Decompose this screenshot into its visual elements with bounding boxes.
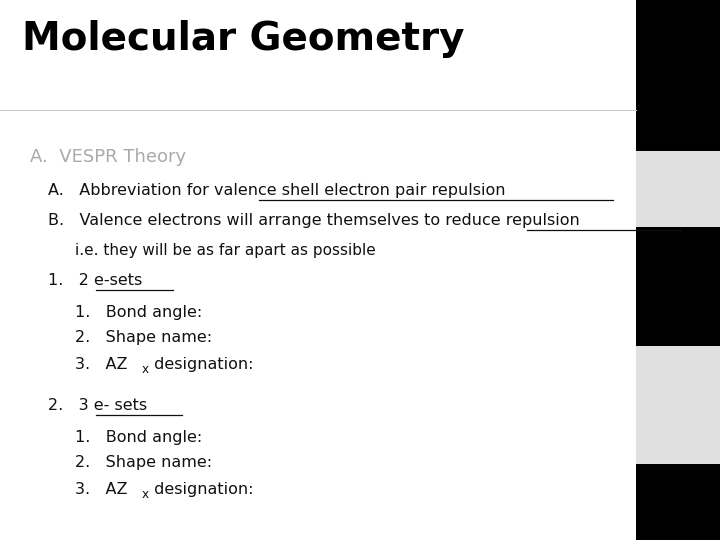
Text: 3.   AZ: 3. AZ bbox=[75, 482, 127, 497]
Text: designation:: designation: bbox=[149, 357, 253, 372]
Text: 1.   Bond angle:: 1. Bond angle: bbox=[75, 430, 202, 445]
Text: 2.   3 e- sets: 2. 3 e- sets bbox=[48, 398, 147, 413]
Bar bbox=[636, 0, 720, 151]
Bar bbox=[636, 0, 720, 540]
Text: 2.   Shape name:: 2. Shape name: bbox=[75, 330, 212, 345]
Text: A.   Abbreviation for valence shell electron pair repulsion: A. Abbreviation for valence shell electr… bbox=[48, 183, 505, 198]
Text: 3.   AZ: 3. AZ bbox=[75, 357, 127, 372]
Bar bbox=[636, 464, 720, 540]
Bar bbox=[636, 227, 720, 346]
Text: B.   Valence electrons will arrange themselves to reduce repulsion: B. Valence electrons will arrange themse… bbox=[48, 213, 580, 228]
Text: x: x bbox=[142, 362, 149, 376]
Text: i.e. they will be as far apart as possible: i.e. they will be as far apart as possib… bbox=[75, 243, 376, 258]
Bar bbox=[0, 0, 636, 540]
Text: 1.   Bond angle:: 1. Bond angle: bbox=[75, 305, 202, 320]
Text: designation:: designation: bbox=[149, 482, 253, 497]
Text: 1.   2 e-sets: 1. 2 e-sets bbox=[48, 273, 143, 288]
Text: Molecular Geometry: Molecular Geometry bbox=[22, 20, 464, 58]
Text: A.  VESPR Theory: A. VESPR Theory bbox=[30, 148, 186, 166]
Text: x: x bbox=[142, 488, 149, 501]
Text: 2.   Shape name:: 2. Shape name: bbox=[75, 455, 212, 470]
